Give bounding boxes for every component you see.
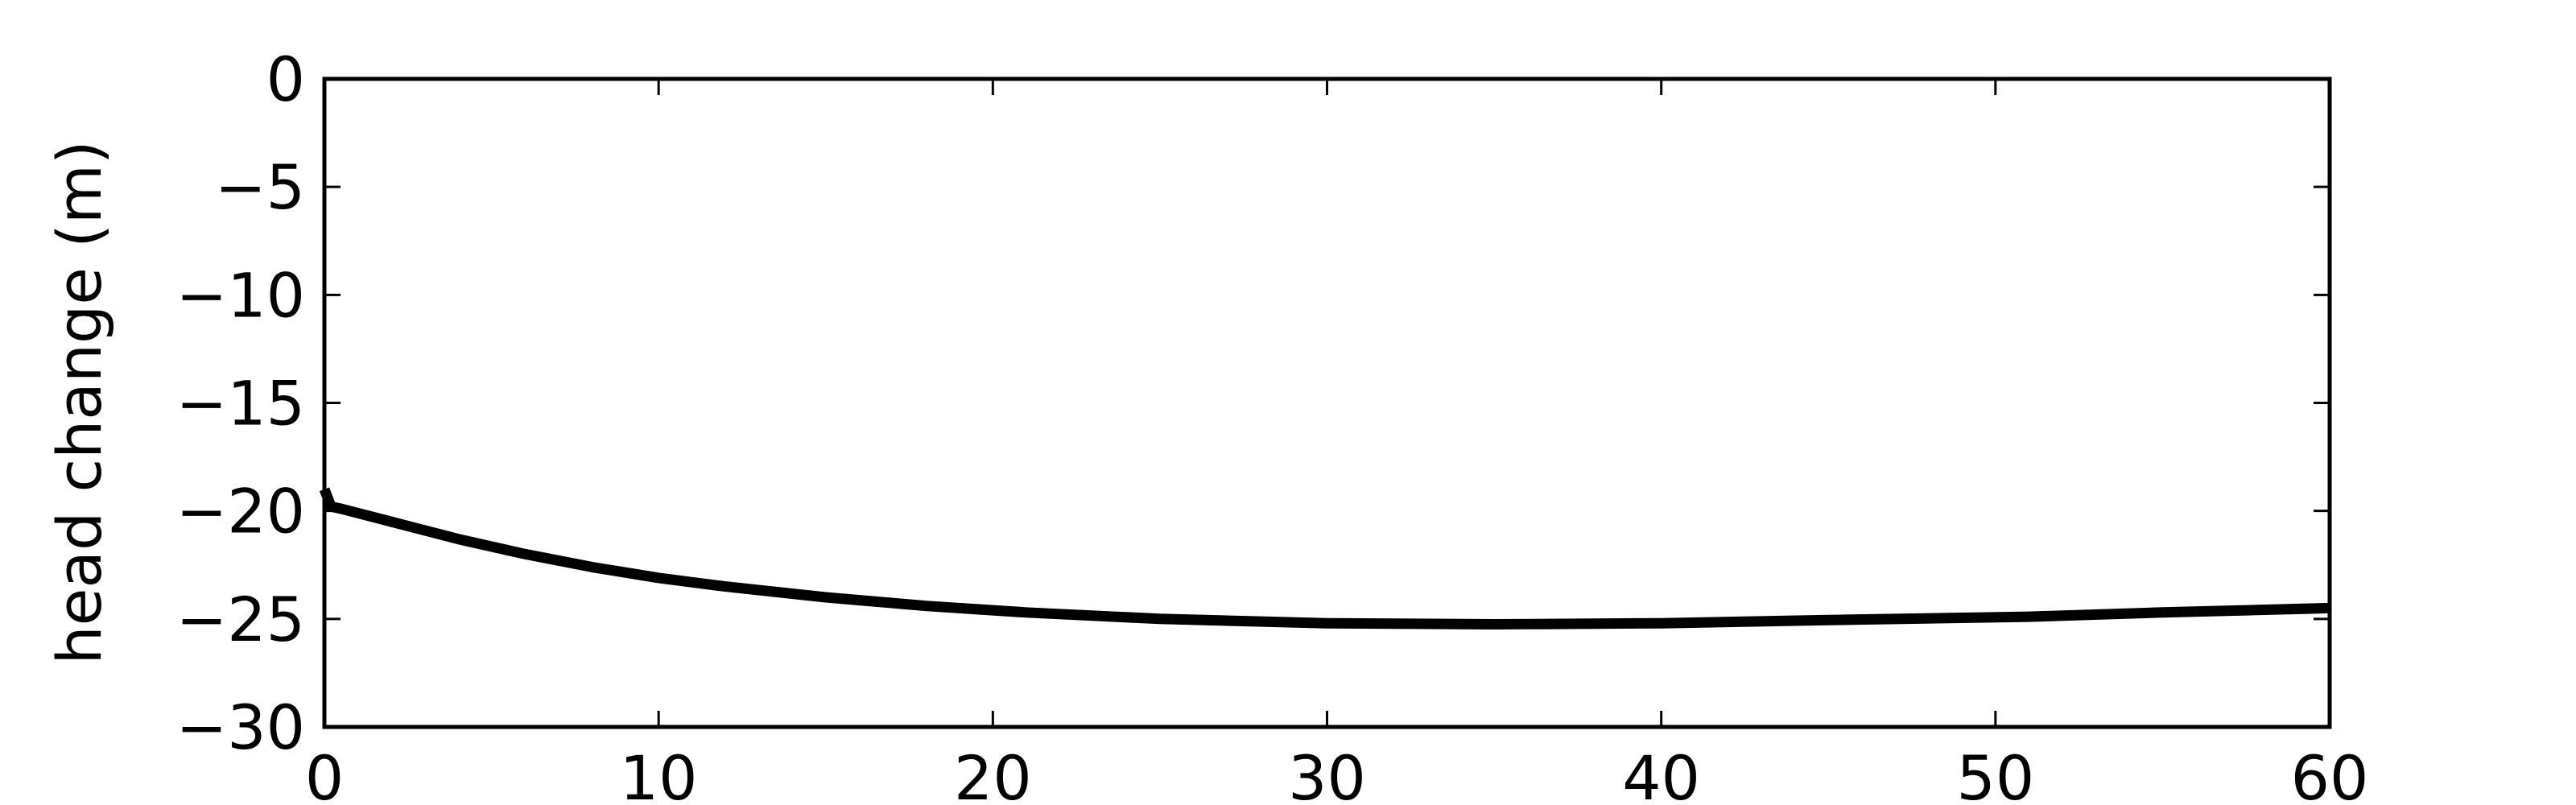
x-tick-label: 40 bbox=[1622, 742, 1700, 805]
y-tick-label: −10 bbox=[176, 259, 305, 331]
y-tick-label: 0 bbox=[266, 43, 305, 115]
x-axis: 0 10 20 30 40 50 60 bbox=[305, 79, 2369, 805]
y-axis: 0 −5 −10 −15 −20 −25 −30 bbox=[176, 43, 2330, 763]
y-axis-title: head change (m) bbox=[43, 140, 115, 664]
y-tick-label: −20 bbox=[176, 476, 305, 547]
x-tick-label: 30 bbox=[1288, 742, 1366, 805]
x-tick-label: 10 bbox=[620, 742, 698, 805]
plot-frame bbox=[322, 76, 2332, 729]
x-tick-label: 50 bbox=[1956, 742, 2034, 805]
y-tick-label: −30 bbox=[176, 691, 305, 763]
x-tick-label: 60 bbox=[2291, 742, 2369, 805]
x-tick-label: 20 bbox=[954, 742, 1032, 805]
x-tick-label: 0 bbox=[305, 742, 344, 805]
series-line-0 bbox=[319, 487, 2330, 630]
y-tick-label: −15 bbox=[176, 368, 305, 440]
y-tick-label: −25 bbox=[176, 584, 305, 655]
y-tick-label: −5 bbox=[215, 151, 305, 223]
plot-area bbox=[319, 487, 2330, 630]
